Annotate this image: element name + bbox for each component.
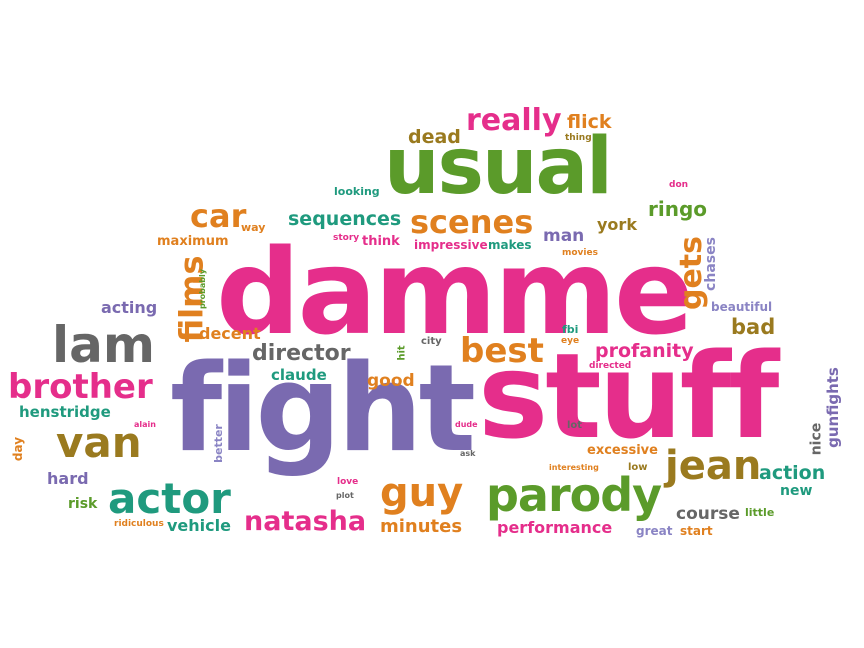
word-sequences: sequences xyxy=(288,208,402,230)
word-york: york xyxy=(597,215,637,234)
word-plot: plot xyxy=(336,491,354,500)
word-ask: ask xyxy=(460,449,476,458)
word-best: best xyxy=(460,331,544,371)
word-eye: eye xyxy=(561,336,580,346)
word-way: way xyxy=(241,221,266,234)
word-alain: alain xyxy=(134,420,156,429)
word-lam: lam xyxy=(52,316,155,374)
word-makes: makes xyxy=(488,238,532,252)
word-guy: guy xyxy=(380,470,464,516)
word-great: great xyxy=(636,524,673,538)
word-hard: hard xyxy=(47,469,89,488)
word-performance: performance xyxy=(497,518,613,537)
word-low: low xyxy=(628,462,648,473)
word-city: city xyxy=(421,336,442,347)
word-damme: damme xyxy=(216,223,694,361)
word-acting: acting xyxy=(101,298,158,317)
word-chases: chases xyxy=(702,237,719,291)
word-nice: nice xyxy=(808,422,825,456)
word-good: good xyxy=(367,371,415,391)
word-action: action xyxy=(759,462,826,484)
word-thing: thing xyxy=(565,133,592,143)
word-think: think xyxy=(362,234,400,249)
word-decent: decent xyxy=(199,324,261,343)
word-lot: lot xyxy=(567,420,583,431)
word-parody: parody xyxy=(486,468,662,522)
word-fight: fight xyxy=(170,340,476,479)
word-movies: movies xyxy=(562,248,598,258)
word-day: day xyxy=(11,436,26,462)
word-new: new xyxy=(780,483,813,499)
word-love: love xyxy=(337,477,359,487)
word-man: man xyxy=(543,226,585,246)
word-course: course xyxy=(676,504,740,524)
word-story: story xyxy=(333,233,360,243)
word-fbi: fbi xyxy=(562,323,579,336)
word-dude: dude xyxy=(455,420,478,429)
word-stuff: stuff xyxy=(478,327,779,465)
word-better: better xyxy=(211,424,225,463)
word-impressive: impressive xyxy=(414,238,488,252)
word-claude: claude xyxy=(271,366,327,384)
word-flick: flick xyxy=(567,111,612,133)
word-really: really xyxy=(466,103,562,138)
word-director: director xyxy=(252,341,351,366)
word-don: don xyxy=(669,180,689,190)
word-risk: risk xyxy=(68,496,98,512)
word-natasha: natasha xyxy=(244,506,367,537)
word-ringo: ringo xyxy=(648,197,708,221)
word-brother: brother xyxy=(8,367,153,407)
word-maximum: maximum xyxy=(157,234,229,249)
word-interesting: interesting xyxy=(549,463,599,472)
word-usual: usual xyxy=(384,122,613,212)
word-start: start xyxy=(680,524,713,538)
word-probably: probably xyxy=(197,269,207,309)
word-looking: looking xyxy=(334,185,380,198)
word-car: car xyxy=(190,197,247,235)
word-hit: hit xyxy=(396,345,408,361)
word-bad: bad xyxy=(731,315,776,339)
word-gunfights: gunfights xyxy=(823,367,842,448)
word-henstridge: henstridge xyxy=(19,403,111,421)
word-little: little xyxy=(745,506,775,519)
word-directed: directed xyxy=(589,361,632,371)
word-ridiculous: ridiculous xyxy=(114,519,164,529)
word-jean: jean xyxy=(665,443,762,489)
word-scenes: scenes xyxy=(410,203,534,241)
word-excessive: excessive xyxy=(587,443,658,458)
word-beautiful: beautiful xyxy=(711,300,773,314)
word-dead: dead xyxy=(408,126,461,148)
word-vehicle: vehicle xyxy=(167,516,231,535)
word-van: van xyxy=(56,418,142,467)
word-profanity: profanity xyxy=(595,340,694,362)
word-minutes: minutes xyxy=(380,516,463,537)
word-actor: actor xyxy=(108,474,231,523)
